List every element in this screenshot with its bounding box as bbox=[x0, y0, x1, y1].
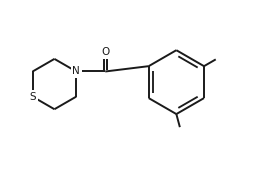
Text: O: O bbox=[101, 47, 109, 57]
Text: S: S bbox=[29, 92, 36, 102]
Text: N: N bbox=[72, 67, 80, 77]
